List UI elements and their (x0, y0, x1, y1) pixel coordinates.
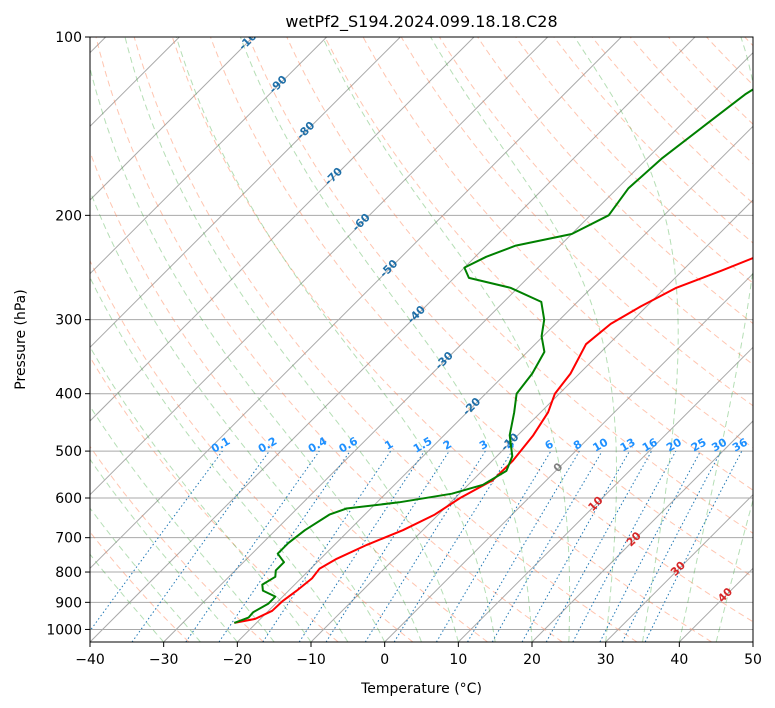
y-tick-label: 100 (55, 30, 82, 46)
mixing-ratio-line (90, 450, 223, 632)
x-axis-label: Temperature (°C) (360, 681, 482, 697)
isotherm-line (457, 346, 753, 642)
x-tick-label: 40 (670, 652, 688, 668)
moist-adiabat (90, 276, 349, 642)
y-tick-label: 800 (55, 565, 82, 581)
isotherm-line (90, 37, 696, 642)
dry-adiabat (95, 37, 563, 642)
y-tick-label: 300 (55, 313, 82, 329)
y-tick-label: 600 (55, 491, 82, 507)
dry-adiabat (324, 37, 753, 491)
moist-adiabat (574, 37, 679, 642)
mixing-ratio-line (545, 450, 653, 642)
moist-adiabat (678, 37, 753, 642)
moist-adiabat (90, 553, 165, 642)
mixing-ratio-line (393, 450, 513, 642)
mixing-ratio-line (218, 450, 351, 642)
isotherm-line (90, 37, 401, 349)
dry-adiabat (171, 37, 712, 642)
isotherm-line (90, 37, 622, 570)
dewpoint-profile (233, 88, 753, 624)
isotherm-line (384, 272, 753, 642)
moist-adiabat (90, 458, 238, 642)
temperature-profile (234, 256, 753, 624)
mixing-ratio-line (572, 450, 677, 642)
dry-adiabat (210, 37, 753, 623)
isotherm-line (310, 199, 753, 642)
x-tick-label: 20 (523, 652, 541, 668)
moist-adiabat (90, 189, 386, 642)
dry-adiabat (90, 445, 264, 642)
moist-adiabat (90, 345, 312, 642)
moist-adiabat (239, 37, 533, 642)
y-tick-label: 1000 (46, 622, 82, 638)
mixing-ratio-line (262, 450, 392, 642)
isotherm-line (90, 37, 328, 275)
dry-adiabat (591, 37, 753, 204)
chart-title: wetPf2_S194.2024.099.18.18.C28 (285, 12, 557, 32)
y-axis-label: Pressure (hPa) (13, 289, 29, 389)
y-tick-label: 400 (55, 387, 82, 403)
isotherm-line (90, 37, 475, 422)
y-tick-label: 500 (55, 444, 82, 460)
dry-adiabat (400, 37, 753, 407)
dry-adiabat (248, 37, 753, 578)
dry-adiabat (362, 37, 753, 449)
moist-adiabat (90, 507, 201, 642)
isotherm-line (163, 51, 753, 642)
x-tick-label: 50 (744, 652, 762, 668)
moist-adiabat (124, 37, 459, 642)
x-tick-label: −10 (296, 652, 326, 668)
dry-adiabat (133, 37, 638, 642)
moist-adiabat (430, 37, 617, 642)
x-tick-label: −30 (149, 652, 179, 668)
mixing-ratio-line (298, 450, 425, 642)
mixing-ratio-line (644, 450, 743, 642)
moist-adiabat (90, 65, 422, 642)
x-tick-label: 30 (597, 652, 615, 668)
isotherm-line (531, 420, 753, 642)
x-tick-label: −40 (75, 652, 105, 668)
x-tick-label: −20 (223, 652, 253, 668)
isotherm-line (605, 493, 753, 642)
dry-adiabat (90, 259, 414, 642)
moist-adiabat (175, 37, 496, 642)
y-tick-label: 900 (55, 595, 82, 611)
mixing-ratio-line (325, 450, 450, 642)
isotherm-line (90, 37, 254, 201)
isotherm-line (90, 37, 549, 496)
mixing-ratio-line (185, 450, 320, 642)
dry-adiabat (515, 37, 753, 284)
x-tick-label: 10 (449, 652, 467, 668)
dry-adiabat (477, 37, 753, 325)
isotherm-line (236, 125, 753, 642)
dry-adiabat (629, 37, 753, 165)
x-tick-label: 0 (380, 652, 389, 668)
plot-frame (89, 36, 754, 643)
y-tick-label: 200 (55, 208, 82, 224)
mixing-ratio-line (521, 450, 630, 642)
y-tick-label: 700 (55, 531, 82, 547)
moist-adiabat (715, 498, 753, 642)
moist-adiabat (90, 405, 275, 642)
mixing-ratio-line (131, 450, 270, 642)
